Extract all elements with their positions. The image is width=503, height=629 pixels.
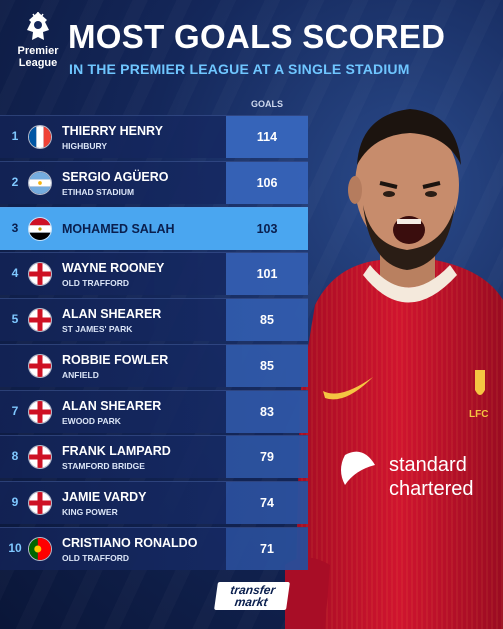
- flag-england-icon: [29, 309, 51, 331]
- goals-value: 114: [226, 116, 308, 158]
- player-illustration: LFC standard chartered: [285, 109, 503, 629]
- player-name: THIERRY HENRY: [62, 124, 163, 138]
- rank-number: 9: [11, 495, 19, 509]
- table-row: 7 ALAN SHEARER EWOOD PARK 83: [0, 389, 308, 433]
- player-name: ROBBIE FOWLER: [62, 352, 169, 367]
- player-name: WAYNE ROONEY: [62, 261, 165, 276]
- premier-league-logo: Premier League: [14, 10, 62, 69]
- rank-number: 10: [8, 540, 22, 555]
- rank-number: 4: [11, 266, 19, 281]
- sponsor-icon: [341, 451, 375, 485]
- flag-england-icon: [29, 354, 51, 377]
- goals-value: 103: [256, 221, 278, 236]
- table-row: 8 FRANK LAMPARD STAMFORD BRIDGE 79: [0, 435, 308, 479]
- flag-england-icon: [29, 492, 51, 514]
- goals-value: 74: [226, 482, 308, 524]
- flag-england-icon: [29, 263, 51, 286]
- table-row: 1 THIERRY HENRY HIGHBURY 114: [0, 115, 308, 158]
- logo-text: Premier League: [17, 45, 59, 69]
- goals-value: 71: [226, 527, 308, 570]
- table-row: 4 WAYNE ROONEY OLD TRAFFORD 101: [0, 252, 308, 296]
- flag-france-icon: [29, 126, 51, 148]
- table-row: 9 JAMIE VARDY KING POWER 74: [0, 481, 308, 524]
- player-name: ALAN SHEARER: [62, 398, 162, 413]
- flag-england-icon: [29, 446, 51, 469]
- goals-value: 106: [226, 161, 308, 204]
- player-name: SERGIO AGÜERO: [62, 169, 169, 184]
- sponsor-line1: standard: [389, 454, 467, 476]
- ranking-table: 1 THIERRY HENRY HIGHBURY 114 2 SERGIO AGÜERO E…: [0, 115, 308, 573]
- lion-crest-icon: [27, 12, 49, 40]
- stadium-name: HIGHBURY: [62, 141, 108, 151]
- stadium-name: KING POWER: [62, 507, 118, 517]
- goals-value: 83: [226, 390, 308, 433]
- nike-swoosh-icon: [323, 377, 373, 400]
- table-row: 2 SERGIO AGÜERO ETIHAD STADIUM 106: [0, 160, 308, 204]
- rank-number: 3: [11, 220, 19, 235]
- table-row: 3 MOHAMED SALAH 103: [0, 206, 308, 250]
- stadium-name: EWOOD PARK: [62, 415, 121, 426]
- player-name: CRISTIANO RONALDO: [62, 535, 198, 550]
- rank-number: 5: [11, 312, 19, 326]
- flag-england-icon: [29, 400, 51, 423]
- player-name: FRANK LAMPARD: [62, 444, 171, 459]
- flag-argentina-icon: [29, 171, 51, 194]
- table-row: 5 ALAN SHEARER ST JAMES' PARK 85: [0, 298, 308, 341]
- brand-line2: markt: [233, 595, 269, 609]
- stadium-name: ETIHAD STADIUM: [62, 186, 135, 197]
- club-crest-icon: [475, 370, 485, 395]
- rank-number: 2: [11, 174, 19, 189]
- stadium-name: ST JAMES' PARK: [62, 324, 133, 334]
- goals-value: 101: [226, 253, 308, 296]
- sponsor-logo: standard chartered: [341, 451, 474, 500]
- player-name: MOHAMED SALAH: [62, 221, 175, 236]
- player-name: ALAN SHEARER: [62, 307, 162, 321]
- goals-value: 85: [226, 344, 308, 387]
- flag-portugal-icon: [29, 537, 51, 560]
- page-subtitle: IN THE PREMIER LEAGUE AT A SINGLE STADIU…: [69, 61, 410, 77]
- transfermarkt-logo: transfer markt: [214, 582, 290, 610]
- sponsor-line2: chartered: [389, 478, 474, 500]
- rank-number: 8: [11, 449, 19, 464]
- crest-text: LFC: [469, 409, 488, 420]
- stadium-name: OLD TRAFFORD: [62, 552, 130, 563]
- rank-number: 7: [11, 403, 19, 418]
- page-title: MOST GOALS SCORED: [68, 18, 446, 55]
- stadium-name: STAMFORD BRIDGE: [62, 461, 145, 472]
- goals-value: 85: [226, 299, 308, 341]
- stadium-name: OLD TRAFFORD: [62, 278, 130, 289]
- goals-column-header: GOALS: [250, 99, 283, 109]
- flag-egypt-icon: [29, 217, 51, 240]
- table-row: 10 CRISTIANO RONALDO OLD TRAFFORD 71: [0, 526, 308, 570]
- player-name: JAMIE VARDY: [62, 490, 147, 504]
- goals-value: 79: [226, 436, 308, 479]
- rank-number: 1: [11, 129, 19, 143]
- table-row: ROBBIE FOWLER ANFIELD 85: [0, 343, 308, 387]
- stadium-name: ANFIELD: [62, 369, 99, 380]
